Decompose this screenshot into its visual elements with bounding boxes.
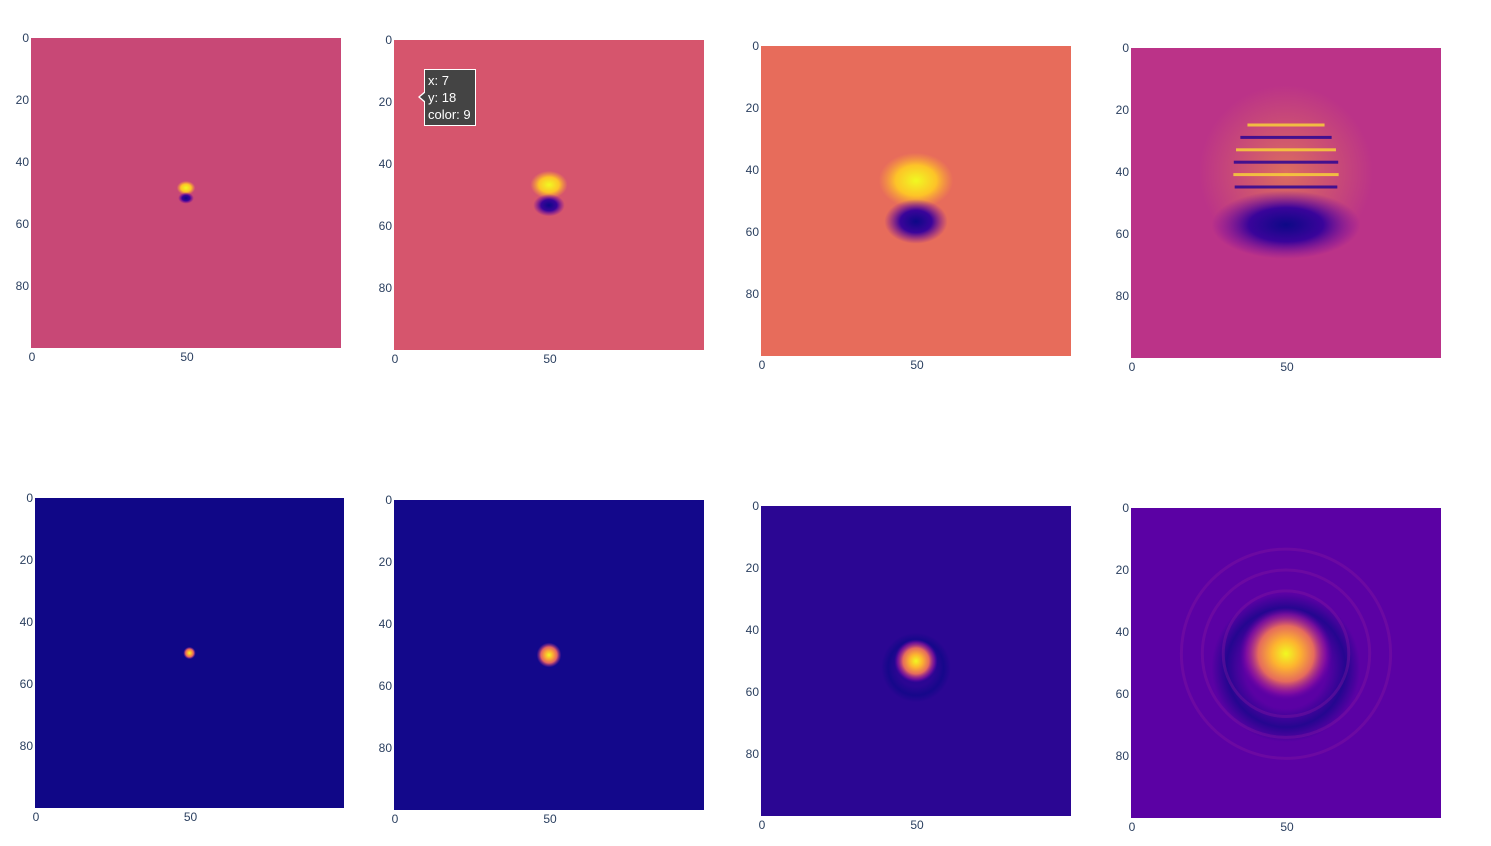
heatmap-panel-2-1[interactable]: 0 20 40 60 80 0 50 bbox=[20, 491, 344, 824]
y-tick-label: 40 bbox=[1116, 165, 1130, 179]
y-tick-label: 60 bbox=[379, 679, 393, 693]
y-tick-label: 60 bbox=[20, 677, 34, 691]
bright-spot bbox=[894, 639, 938, 683]
y-tick-label: 60 bbox=[746, 225, 760, 239]
y-tick-label: 20 bbox=[746, 561, 760, 575]
x-tick-label: 50 bbox=[543, 812, 557, 826]
ring-band bbox=[1236, 148, 1336, 152]
x-tick-label: 50 bbox=[1280, 360, 1294, 374]
y-tick-label: 20 bbox=[16, 93, 30, 107]
y-tick-label: 20 bbox=[20, 553, 34, 567]
y-tick-label: 60 bbox=[16, 217, 30, 231]
hover-tooltip: x: 7 y: 18 color: 9 bbox=[418, 69, 476, 126]
x-tick-label: 50 bbox=[910, 358, 924, 372]
heatmap-panel-2-2[interactable]: 0 20 40 60 80 0 50 bbox=[379, 493, 704, 826]
heatmap-feature bbox=[878, 152, 954, 244]
heatmap-feature bbox=[881, 632, 951, 703]
x-tick-label: 50 bbox=[910, 818, 924, 832]
heatmap-panel-1-3[interactable]: 0 20 40 60 80 0 50 bbox=[746, 39, 1071, 372]
y-tick-label: 0 bbox=[752, 39, 759, 53]
y-tick-label: 80 bbox=[1116, 289, 1130, 303]
faint-ring bbox=[1179, 547, 1393, 760]
heatmap-panel-2-3[interactable]: 0 20 40 60 80 0 50 bbox=[746, 499, 1071, 832]
y-tick-label: 80 bbox=[379, 281, 393, 295]
x-tick-label: 0 bbox=[33, 810, 40, 824]
y-tick-label: 0 bbox=[1122, 501, 1129, 515]
negative-lobe bbox=[533, 194, 565, 217]
y-tick-label: 40 bbox=[16, 155, 30, 169]
y-tick-label: 0 bbox=[1122, 41, 1129, 55]
y-tick-label: 20 bbox=[746, 101, 760, 115]
y-tick-label: 0 bbox=[752, 499, 759, 513]
heatmap-panel-2-4[interactable]: 0 20 40 60 80 0 50 bbox=[1116, 501, 1441, 834]
y-tick-label: 80 bbox=[379, 741, 393, 755]
faint-ring bbox=[1221, 589, 1351, 718]
ring-band bbox=[1247, 123, 1325, 127]
y-tick-label: 40 bbox=[1116, 625, 1130, 639]
faint-ring bbox=[1200, 568, 1372, 739]
y-tick-label: 80 bbox=[20, 739, 34, 753]
heatmap-feature bbox=[530, 170, 568, 217]
x-tick-label: 50 bbox=[543, 352, 557, 366]
heatmap-feature bbox=[536, 642, 562, 668]
x-tick-label: 50 bbox=[180, 350, 194, 364]
tooltip-x: x: 7 bbox=[428, 73, 449, 88]
y-tick-label: 80 bbox=[746, 747, 760, 761]
y-tick-label: 40 bbox=[20, 615, 34, 629]
y-tick-label: 80 bbox=[1116, 749, 1130, 763]
heatmap-feature bbox=[1179, 547, 1393, 760]
tooltip-arrow-inner bbox=[420, 92, 426, 102]
bright-spot bbox=[536, 642, 562, 668]
ring-band bbox=[1233, 160, 1339, 164]
y-tick-label: 20 bbox=[1116, 103, 1130, 117]
positive-lobe bbox=[530, 170, 568, 199]
y-tick-label: 0 bbox=[385, 33, 392, 47]
negative-lobe bbox=[884, 199, 948, 244]
x-tick-label: 50 bbox=[1280, 820, 1294, 834]
y-tick-label: 0 bbox=[26, 491, 33, 505]
x-tick-label: 0 bbox=[1129, 820, 1136, 834]
y-tick-label: 40 bbox=[379, 617, 393, 631]
ring-band bbox=[1233, 173, 1339, 177]
y-tick-label: 20 bbox=[379, 555, 393, 569]
bright-spot bbox=[1239, 607, 1333, 701]
x-tick-label: 0 bbox=[392, 352, 399, 366]
positive-lobe bbox=[878, 152, 954, 209]
positive-lobe bbox=[176, 180, 196, 195]
y-tick-label: 20 bbox=[379, 95, 393, 109]
y-tick-label: 60 bbox=[1116, 687, 1130, 701]
y-tick-label: 60 bbox=[379, 219, 393, 233]
heatmap-feature bbox=[1199, 85, 1373, 259]
y-tick-label: 60 bbox=[746, 685, 760, 699]
negative-lobe bbox=[178, 192, 194, 204]
x-tick-label: 0 bbox=[29, 350, 36, 364]
bright-spot bbox=[183, 646, 196, 660]
y-tick-label: 40 bbox=[746, 623, 760, 637]
negative-lobe bbox=[1211, 190, 1361, 259]
tooltip-color: color: 9 bbox=[428, 107, 471, 122]
x-tick-label: 0 bbox=[1129, 360, 1136, 374]
ring-band bbox=[1240, 135, 1332, 139]
x-tick-label: 50 bbox=[184, 810, 198, 824]
y-tick-label: 0 bbox=[22, 31, 29, 45]
y-tick-label: 20 bbox=[1116, 563, 1130, 577]
heatmap-panel-1-1[interactable]: 0 20 40 60 80 0 50 bbox=[16, 31, 341, 364]
heatmap-feature bbox=[183, 646, 196, 660]
x-tick-label: 0 bbox=[759, 358, 766, 372]
y-tick-label: 80 bbox=[16, 279, 30, 293]
y-tick-label: 40 bbox=[746, 163, 760, 177]
tooltip-y: y: 18 bbox=[428, 90, 457, 105]
y-tick-label: 0 bbox=[385, 493, 392, 507]
y-tick-label: 80 bbox=[746, 287, 760, 301]
ring-band bbox=[1234, 185, 1338, 189]
heatmap-panel-1-4[interactable]: 0 20 40 60 80 0 50 bbox=[1116, 41, 1441, 374]
heatmap-feature bbox=[176, 180, 196, 204]
x-tick-label: 0 bbox=[759, 818, 766, 832]
y-tick-label: 60 bbox=[1116, 227, 1130, 241]
y-tick-label: 40 bbox=[379, 157, 393, 171]
x-tick-label: 0 bbox=[392, 812, 399, 826]
